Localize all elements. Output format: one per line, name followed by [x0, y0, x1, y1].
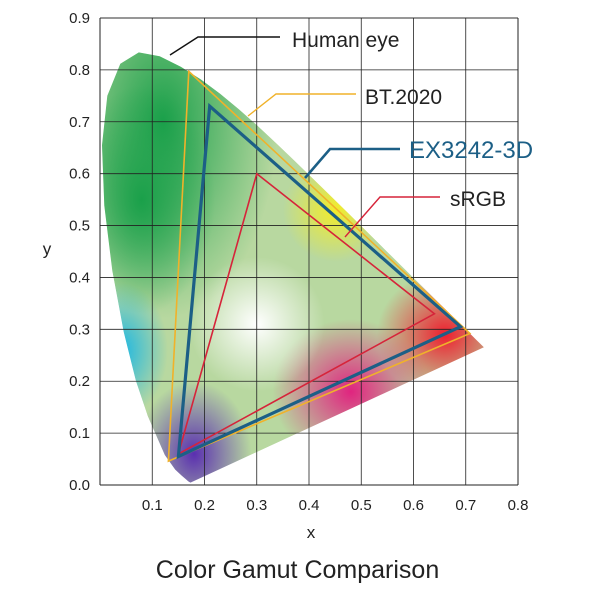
callout-leader-srgb [344, 196, 440, 238]
y-tick-label: 0.4 [69, 269, 90, 286]
x-tick-label: 0.5 [351, 497, 372, 514]
y-tick-label: 0.1 [69, 425, 90, 442]
y-tick-label: 0.2 [69, 373, 90, 390]
chart-caption: Color Gamut Comparison [155, 556, 440, 584]
x-tick-label: 0.2 [194, 497, 215, 514]
locus-color-blob [136, 381, 252, 483]
y-tick-label: 0.9 [69, 10, 90, 27]
x-tick-label: 0.6 [403, 497, 424, 514]
x-tick-label: 0.8 [508, 497, 529, 514]
gamut-triangles [167, 69, 472, 463]
y-tick-label: 0.3 [69, 321, 90, 338]
gamut-bt-2020 [167, 69, 472, 463]
x-axis-ticks: 0.1 0.2 0.3 0.4 0.5 0.6 0.7 0.8 [142, 497, 529, 514]
callout-leader-ex3242-3d [304, 147, 400, 179]
y-tick-label: 0.7 [69, 114, 90, 131]
x-tick-label: 0.3 [246, 497, 267, 514]
legend-label-human-eye: Human eye [292, 29, 399, 52]
y-tick-label: 0.5 [69, 218, 90, 235]
x-tick-label: 0.7 [455, 497, 476, 514]
plot-frame [99, 17, 519, 486]
y-tick-label: 0.6 [69, 166, 90, 183]
gamut-ex3242-3d [176, 102, 464, 460]
x-tick-label: 0.4 [299, 497, 320, 514]
y-axis-label: y [43, 240, 52, 259]
callout-leader-bt-2020 [247, 93, 356, 117]
legend-label-srgb: sRGB [450, 188, 506, 211]
x-axis-label: x [307, 523, 316, 542]
grid [100, 17, 518, 486]
y-axis-ticks: 0.0 0.1 0.2 0.3 0.4 0.5 0.6 0.7 0.8 0.9 [69, 10, 90, 494]
x-tick-label: 0.1 [142, 497, 163, 514]
gamut-srgb [177, 172, 436, 456]
y-tick-label: 0.0 [69, 477, 90, 494]
legend-label-bt-2020: BT.2020 [365, 86, 442, 109]
y-tick-label: 0.8 [69, 62, 90, 79]
callouts: Human eye BT.2020 EX3242-3D sRGB [169, 29, 533, 238]
callout-leader-human-eye [169, 36, 280, 56]
locus-color-blob [102, 282, 168, 418]
legend-label-ex3242-3d: EX3242-3D [409, 137, 533, 164]
spectral-locus-fill [102, 52, 484, 483]
